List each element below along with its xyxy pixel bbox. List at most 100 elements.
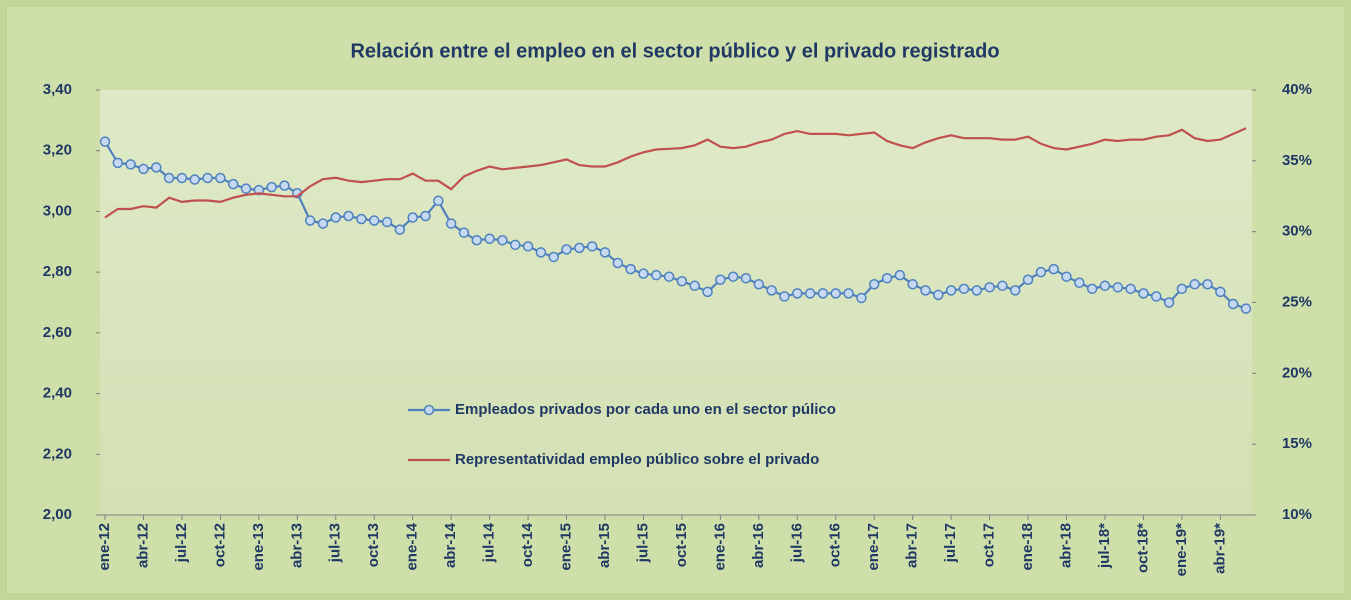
point	[163, 172, 175, 184]
point	[689, 280, 700, 292]
x-tick-label: abr-19*	[1211, 523, 1228, 574]
point	[676, 276, 688, 287]
point	[779, 291, 790, 302]
point	[1035, 266, 1047, 278]
point	[625, 263, 636, 275]
point	[1099, 280, 1111, 292]
x-tick-label: jul-13	[327, 523, 344, 563]
point	[586, 241, 598, 252]
x-tick-label: ene-12	[96, 523, 113, 571]
x-tick-label: ene-18	[1019, 523, 1036, 571]
point	[445, 218, 457, 229]
point	[1112, 282, 1124, 293]
point	[535, 247, 547, 258]
point	[484, 233, 495, 244]
x-tick-label: jul-12	[173, 523, 190, 563]
x-tick-label: oct-13	[365, 523, 382, 567]
point	[868, 279, 880, 290]
x-tick-label: ene-19*	[1173, 523, 1190, 577]
x-tick-label: oct-17	[981, 523, 998, 567]
y-tick-label: 3,00	[43, 202, 72, 219]
point	[343, 210, 354, 222]
point	[1061, 271, 1072, 282]
x-tick-label: oct-15	[673, 523, 690, 567]
chart-title: Relación entre el empleo en el sector pú…	[350, 40, 999, 62]
point	[1086, 283, 1098, 295]
x-tick-label: ene-17	[865, 523, 882, 571]
point	[304, 215, 316, 226]
point	[727, 271, 739, 282]
x-tick-label: jul-16	[788, 523, 805, 563]
point	[651, 269, 662, 281]
point	[1151, 291, 1162, 302]
point	[125, 159, 136, 170]
plot-area	[100, 90, 1252, 515]
y2-tick-label: 10%	[1282, 506, 1312, 523]
x-tick-label: abr-16	[750, 523, 767, 568]
point	[1022, 274, 1034, 285]
point	[1138, 288, 1149, 299]
x-tick-label: ene-13	[250, 523, 267, 571]
x-tick-label: abr-18	[1057, 523, 1074, 568]
point	[420, 210, 431, 222]
legend-label: Empleados privados por cada uno en el se…	[455, 401, 836, 418]
point	[330, 212, 342, 223]
point	[1176, 283, 1188, 295]
point	[1240, 303, 1252, 314]
point	[356, 213, 367, 225]
x-tick-label: abr-14	[442, 522, 459, 568]
point	[266, 181, 277, 193]
point	[1009, 285, 1021, 296]
point	[843, 288, 854, 299]
y2-tick-label: 35%	[1282, 152, 1312, 169]
point	[881, 272, 893, 284]
point	[766, 285, 777, 296]
point	[253, 184, 265, 196]
x-tick-label: jul-18*	[1096, 523, 1113, 569]
point	[1074, 277, 1085, 289]
point	[1227, 298, 1239, 310]
point	[471, 235, 483, 246]
point	[599, 247, 611, 258]
point	[792, 288, 803, 299]
point	[407, 212, 418, 223]
x-tick-label: abr-13	[288, 523, 305, 568]
point	[702, 286, 713, 298]
point	[894, 269, 906, 281]
x-tick-label: ene-14	[404, 522, 421, 570]
point	[1189, 279, 1200, 290]
point	[740, 272, 752, 284]
x-tick-label: abr-17	[904, 523, 921, 568]
point	[945, 285, 957, 296]
x-tick-label: oct-14	[519, 522, 536, 567]
point	[997, 280, 1008, 292]
point	[202, 172, 213, 184]
y-tick-label: 2,80	[43, 263, 72, 280]
point	[663, 271, 675, 282]
point	[381, 216, 393, 228]
point	[638, 268, 649, 279]
point	[715, 274, 726, 285]
y-tick-label: 3,40	[43, 81, 72, 98]
y2-tick-label: 25%	[1282, 293, 1312, 310]
point	[522, 241, 534, 252]
y2-tick-label: 20%	[1282, 364, 1312, 381]
x-tick-label: oct-16	[827, 523, 844, 567]
y-tick-label: 2,00	[43, 506, 72, 523]
point	[394, 224, 406, 235]
x-tick-label: oct-12	[211, 523, 228, 567]
point	[99, 136, 111, 147]
y-tick-label: 2,60	[43, 324, 72, 341]
point	[151, 162, 162, 173]
point	[612, 257, 624, 269]
point	[215, 172, 226, 184]
y2-tick-label: 30%	[1282, 223, 1312, 240]
x-tick-label: abr-12	[134, 523, 151, 568]
legend-label: Representatividad empleo público sobre e…	[455, 451, 819, 468]
x-tick-label: ene-16	[711, 523, 728, 571]
point	[1125, 283, 1136, 295]
point	[920, 285, 931, 296]
point	[189, 174, 200, 185]
point	[1215, 286, 1226, 298]
point	[138, 163, 149, 175]
